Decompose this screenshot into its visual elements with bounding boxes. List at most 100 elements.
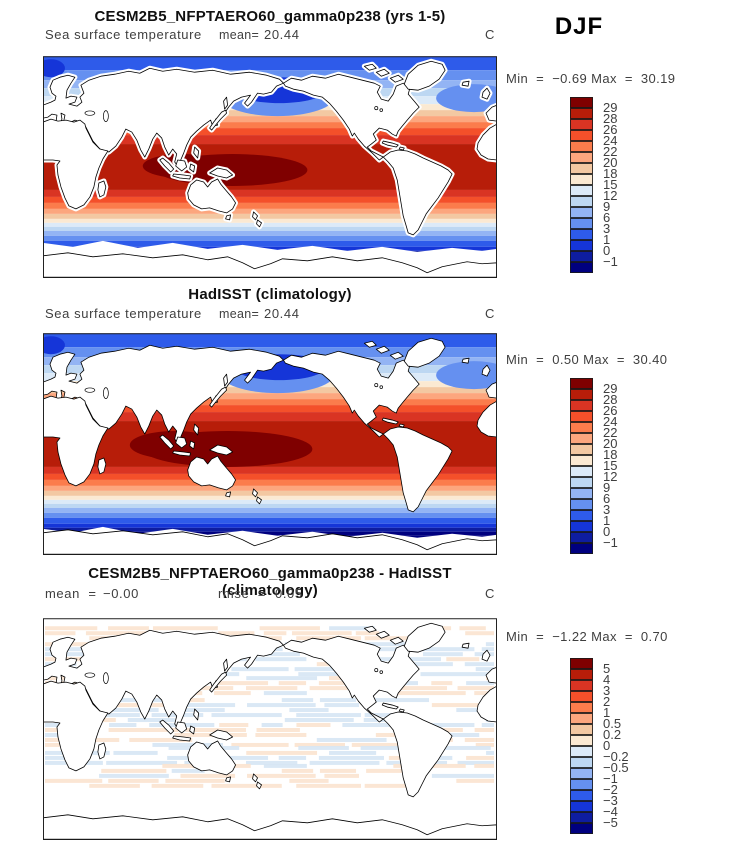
colorbar-tick-label: 5	[603, 661, 611, 676]
colorbar-segment	[570, 141, 593, 152]
min-label: Min =	[506, 71, 553, 86]
colorbar-segment	[570, 152, 593, 163]
max-label: Max =	[579, 352, 633, 367]
colorbar-segment	[570, 422, 593, 433]
colorbar-segment	[570, 207, 593, 218]
mean-label: mean =	[45, 586, 105, 601]
colorbar-tick-label: 18	[603, 447, 618, 462]
colorbar-tick-label: 6	[603, 210, 611, 225]
colorbar-tick-label: 15	[603, 177, 618, 192]
colorbar-tick-label: 4	[603, 672, 611, 687]
panel1-minmax: Min = −0.69 Max = 30.19	[506, 71, 675, 86]
colorbar-tick-label: 0.2	[603, 727, 622, 742]
colorbar-segment	[570, 757, 593, 768]
colorbar-segment	[570, 130, 593, 141]
colorbar-tick-label: 26	[603, 122, 618, 137]
colorbar-segment	[570, 185, 593, 196]
world-map-svg	[43, 333, 497, 555]
colorbar-segment	[570, 163, 593, 174]
colorbar-segment	[570, 108, 593, 119]
colorbar-segment	[570, 229, 593, 240]
season-label: DJF	[554, 13, 604, 40]
colorbar-segment	[570, 790, 593, 801]
mean-value: 20.44	[264, 27, 300, 42]
colorbar-tick-label: 1	[603, 232, 611, 247]
map-hadisst-sst	[43, 333, 497, 555]
units-label: C	[485, 306, 495, 321]
colorbar-segment	[570, 801, 593, 812]
colorbar-segment	[570, 262, 593, 273]
colorbar-tick-label: 18	[603, 166, 618, 181]
panel3-statline: mean = −0.00 rmse = 0.05 C	[43, 585, 497, 601]
colorbar-segment	[570, 543, 593, 554]
colorbar-hadisst: 29 28 26 24 22 20 18 15 12 9 6 3 1 0 −1	[570, 378, 618, 554]
colorbar-segment	[570, 521, 593, 532]
colorbar-segment	[570, 240, 593, 251]
colorbar-tick-label: 29	[603, 100, 618, 115]
rmse-value: 0.05	[275, 586, 303, 601]
colorbar-tick-label: 3	[603, 683, 611, 698]
colorbar-segment	[570, 218, 593, 229]
colorbar-segment	[570, 411, 593, 422]
colorbar-tick-label: −3	[603, 793, 618, 808]
mean-label: mean=	[219, 307, 260, 321]
colorbar-tick-label: 9	[603, 480, 611, 495]
min-value: −0.69	[552, 71, 588, 86]
colorbar-segment	[570, 680, 593, 691]
colorbar-tick-label: 29	[603, 381, 618, 396]
colorbar-segment	[570, 119, 593, 130]
colorbar-segment	[570, 510, 593, 521]
colorbar-tick-label: 20	[603, 155, 618, 170]
colorbar-tick-label: 0	[603, 738, 611, 753]
panel2-title: HadISST (climatology)	[188, 286, 352, 303]
panel3-minmax: Min = −1.22 Max = 0.70	[506, 629, 668, 644]
min-value: −1.22	[552, 629, 588, 644]
colorbar-segment	[570, 746, 593, 757]
rmse-label: rmse =	[218, 586, 275, 601]
colorbar-tick-label: 1	[603, 513, 611, 528]
panel2-statline: Sea surface temperature mean= 20.44 C	[43, 305, 497, 321]
colorbar-tick-label: −0.5	[603, 760, 629, 775]
min-value: 0.50	[552, 352, 580, 367]
colorbar-tick-label: 24	[603, 133, 618, 148]
colorbar-tick-label: −5	[603, 815, 618, 830]
colorbar-segment	[570, 812, 593, 823]
units-label: C	[485, 586, 495, 601]
colorbar-segment	[570, 499, 593, 510]
panel2-minmax: Min = 0.50 Max = 30.40	[506, 352, 667, 367]
colorbar-segment	[570, 532, 593, 543]
colorbar-segment	[570, 779, 593, 790]
colorbar-segment	[570, 658, 593, 669]
colorbar-segment	[570, 724, 593, 735]
colorbar-tick-label: 3	[603, 502, 611, 517]
min-label: Min =	[506, 629, 553, 644]
map-difference	[43, 618, 497, 840]
colorbar-tick-label: 3	[603, 221, 611, 236]
colorbar-segment	[570, 477, 593, 488]
colorbar-segment	[570, 444, 593, 455]
colorbar-segment	[570, 433, 593, 444]
colorbar-segment	[570, 400, 593, 411]
colorbar-tick-label: 2	[603, 694, 611, 709]
colorbar-tick-label: −4	[603, 804, 618, 819]
world-map-svg	[43, 618, 497, 840]
colorbar-segment	[570, 251, 593, 262]
colorbar-segment	[570, 713, 593, 724]
panel1-title: CESM2B5_NFPTAERO60_gamma0p238 (yrs 1-5)	[94, 8, 446, 25]
colorbar-tick-label: 26	[603, 403, 618, 418]
colorbar-tick-label: 20	[603, 436, 618, 451]
colorbar-tick-label: −2	[603, 782, 618, 797]
mean-label: mean=	[219, 28, 260, 42]
colorbar-tick-label: 12	[603, 188, 618, 203]
colorbar-segment	[570, 455, 593, 466]
colorbar-tick-label: 0	[603, 243, 611, 258]
colorbar-tick-label: −1	[603, 771, 618, 786]
max-value: 30.40	[632, 352, 668, 367]
panel1-statline: Sea surface temperature mean= 20.44 C	[43, 26, 497, 42]
colorbar-tick-label: 22	[603, 425, 618, 440]
world-map-svg	[43, 56, 497, 278]
colorbar-model: 29 28 26 24 22 20 18 15 12 9 6 3 1 0 −1	[570, 97, 618, 273]
colorbar-tick-label: 24	[603, 414, 618, 429]
panel3-title: CESM2B5_NFPTAERO60_gamma0p238 - HadISST …	[88, 565, 452, 599]
